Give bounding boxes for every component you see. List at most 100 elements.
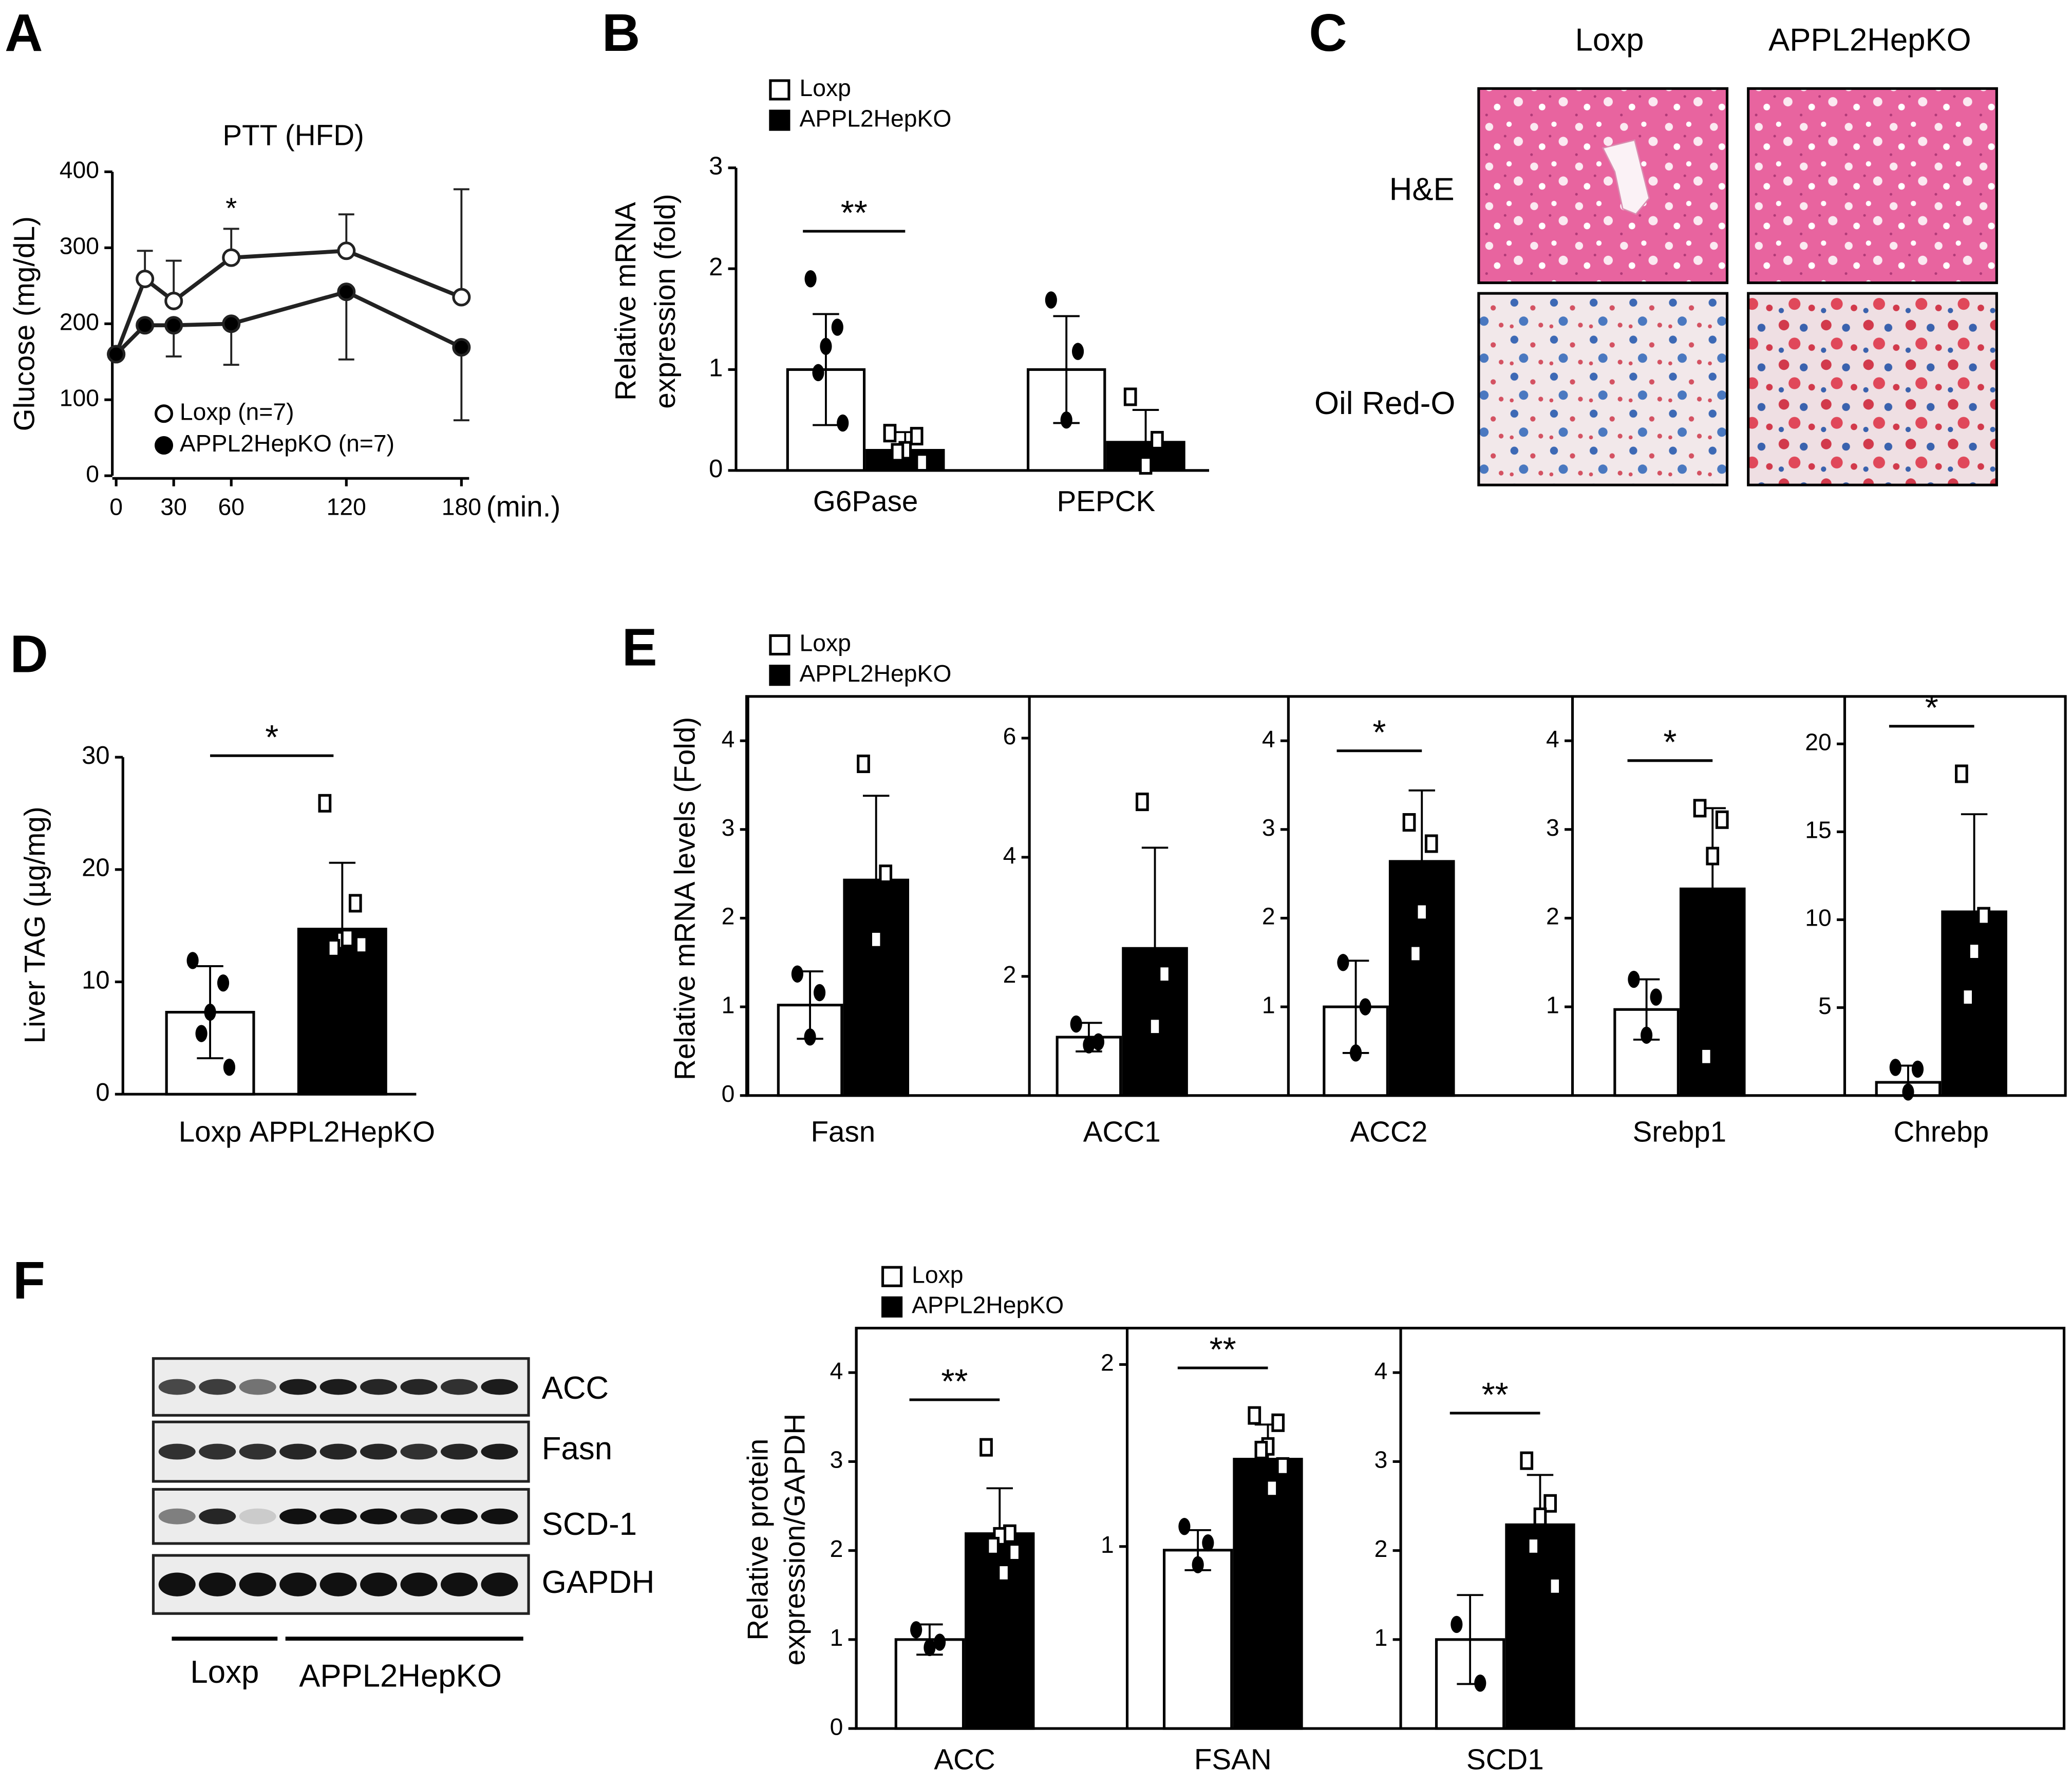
y-tick-label: 100 [60, 384, 99, 411]
significance-label: * [1372, 713, 1386, 751]
data-point [204, 1003, 216, 1021]
blot-band [199, 1379, 236, 1395]
data-point [1415, 903, 1429, 922]
data-point [222, 314, 241, 333]
blot-band [279, 1572, 317, 1596]
data-point [107, 345, 126, 364]
data-point [1902, 1083, 1914, 1101]
data-point [1693, 799, 1707, 818]
data-point [1548, 1576, 1562, 1595]
y-tick-label: 2 [1101, 1349, 1114, 1376]
data-point [1151, 430, 1164, 449]
y-tick-label: 1 [709, 354, 723, 382]
y-tick-label: 3 [1374, 1446, 1388, 1473]
y-tick-label: 4 [830, 1357, 843, 1384]
data-point [1350, 1044, 1362, 1062]
y-axis-label: Relative mRNA levels (Fold) [669, 717, 701, 1080]
blot-band [441, 1508, 478, 1525]
significance-label: ** [1482, 1376, 1509, 1414]
panel-label: F [13, 1251, 45, 1310]
data-point [804, 1028, 816, 1046]
significance-label: ** [841, 194, 868, 232]
blot-band [400, 1443, 438, 1460]
data-point [223, 1058, 235, 1076]
legend-swatch [769, 665, 790, 686]
panel-label: A [5, 3, 43, 62]
blot-band [319, 1443, 357, 1460]
data-point [354, 935, 368, 954]
y-tick-label: 200 [60, 309, 99, 335]
x-tick-label: 30 [160, 494, 187, 520]
legend-label: Loxp [799, 630, 851, 656]
data-point [1092, 1033, 1105, 1051]
data-point [164, 316, 183, 335]
blot-band [158, 1379, 196, 1395]
blot-band [239, 1508, 276, 1525]
data-point [337, 241, 356, 260]
y-tick-label: 20 [1805, 728, 1832, 755]
x-tick-label: 180 [442, 494, 481, 520]
y-tick-label: 0 [709, 455, 723, 483]
blot-group-label: APPL2HepKO [299, 1659, 502, 1694]
data-point [812, 364, 824, 382]
data-point [1071, 343, 1084, 360]
data-point [1254, 1440, 1268, 1459]
blot-label: SCD-1 [542, 1507, 637, 1542]
blot-band [400, 1572, 438, 1596]
data-point [1265, 1479, 1279, 1498]
y-tick-label: 6 [1003, 723, 1016, 749]
data-point [1083, 1036, 1095, 1054]
y-tick-label: 20 [82, 854, 109, 882]
series-line [114, 249, 462, 355]
data-point [1955, 764, 1968, 783]
data-point [1533, 1507, 1547, 1526]
bar [1233, 1458, 1303, 1730]
data-point [1424, 834, 1438, 853]
blot-band [441, 1379, 478, 1395]
y-tick-label: 2 [1003, 961, 1016, 988]
row-label: Oil Red-O [1314, 386, 1455, 421]
data-point [915, 453, 929, 472]
legend-swatch [881, 1296, 903, 1318]
y-tick-label: 2 [709, 253, 723, 281]
panel-label: D [10, 624, 48, 683]
data-point [1977, 907, 1991, 926]
blot-group-label: Loxp [190, 1655, 259, 1690]
legend-swatch [769, 634, 790, 656]
error-bar [1961, 813, 1988, 1010]
y-tick-label: 1 [1374, 1624, 1388, 1651]
data-point [1337, 954, 1349, 971]
data-point [1008, 1543, 1021, 1562]
error-bar [453, 347, 469, 422]
y-tick-label: 4 [722, 725, 735, 752]
data-point [1192, 1556, 1204, 1573]
x-tick-label: FSAN [1194, 1743, 1272, 1775]
data-point [1451, 1615, 1463, 1633]
data-point [341, 929, 354, 948]
blot-band [400, 1379, 438, 1395]
data-point [910, 427, 924, 446]
x-axis-label: (min.) [486, 490, 561, 522]
column-label: APPL2HepKO [1768, 23, 1971, 58]
data-point [1527, 1536, 1540, 1555]
x-tick-label: 120 [327, 494, 366, 520]
legend-label: APPL2HepKO [912, 1292, 1064, 1319]
data-point [1139, 456, 1153, 475]
histology-images [1477, 87, 1998, 486]
legend-swatch [769, 109, 790, 131]
blot-band [158, 1572, 196, 1596]
data-point [814, 984, 826, 1002]
y-tick-label: 0 [830, 1713, 843, 1740]
y-tick-label: 3 [722, 814, 735, 841]
blot-band [239, 1443, 276, 1460]
y-tick-label: 300 [60, 233, 99, 259]
y-tick-label: 4 [1003, 842, 1016, 869]
error-bar [338, 292, 354, 361]
blot-band [199, 1508, 236, 1525]
y-tick-label: 3 [1262, 814, 1275, 841]
data-point [1911, 1060, 1924, 1078]
data-point [883, 424, 897, 443]
data-point [1967, 942, 1981, 961]
y-tick-label: 1 [1262, 991, 1275, 1018]
